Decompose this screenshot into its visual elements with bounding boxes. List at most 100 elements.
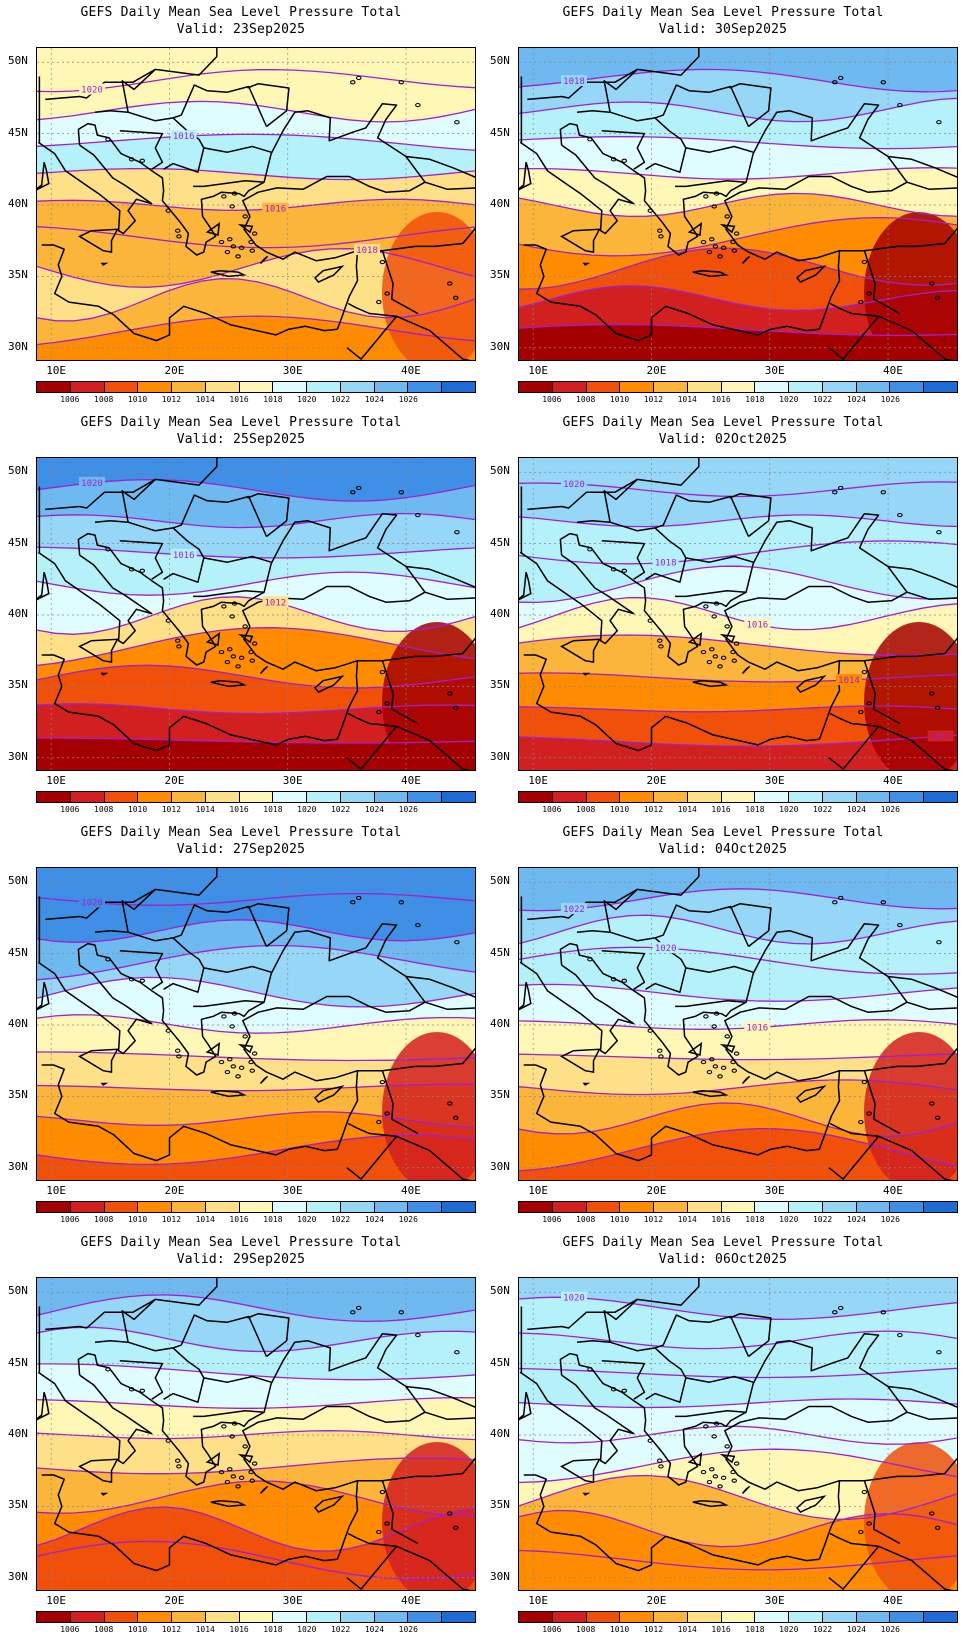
small-island — [712, 244, 719, 249]
colorbar-label: 1012 — [161, 395, 182, 404]
small-island — [700, 239, 707, 245]
coastline — [77, 102, 426, 330]
coastline — [675, 1409, 747, 1418]
small-island — [621, 158, 628, 163]
colorbar-swatch — [620, 1612, 655, 1622]
isobar-line — [519, 323, 957, 337]
map-svg: 1020 1016 1016 1018 — [37, 48, 475, 360]
small-island — [610, 977, 617, 982]
coastline — [527, 68, 638, 101]
pressure-band — [519, 1510, 957, 1570]
colorbar-label: 1018 — [745, 395, 765, 404]
small-island — [229, 614, 235, 619]
small-island — [706, 249, 713, 255]
small-island — [880, 490, 887, 495]
coastline — [829, 712, 879, 728]
coastline — [645, 1347, 687, 1403]
coastline — [685, 555, 754, 563]
contour-label: 1020 — [81, 479, 103, 489]
isobar-line — [37, 1326, 475, 1353]
small-island — [610, 1387, 617, 1392]
colorbar-swatch — [687, 1612, 722, 1622]
small-island — [230, 654, 237, 659]
lat-tick-label: 35N — [490, 268, 510, 282]
small-island — [238, 1065, 245, 1070]
contour-label-bg — [561, 1291, 587, 1303]
lon-tick-label: 30E — [764, 1184, 785, 1197]
small-island — [712, 654, 719, 659]
lat-tick-label: 40N — [490, 197, 510, 210]
colorbar-swatch — [442, 1202, 475, 1212]
coastline — [527, 478, 638, 511]
colorbar-label: 1010 — [127, 1625, 148, 1634]
colorbar-label: 1010 — [127, 395, 148, 404]
coastline — [381, 660, 419, 725]
small-island — [897, 512, 903, 518]
pressure-band — [37, 738, 475, 770]
small-island — [221, 1424, 227, 1429]
colorbar-swatch — [890, 792, 925, 802]
contour-label: 1020 — [655, 944, 677, 954]
pressure-band — [519, 515, 957, 564]
colorbar — [36, 381, 476, 393]
small-island — [733, 1051, 740, 1056]
island-outline — [687, 222, 703, 236]
small-island — [934, 1115, 941, 1120]
small-island — [224, 249, 231, 255]
colorbar-swatch — [37, 792, 71, 802]
isobar-line — [519, 167, 957, 180]
colorbar-swatch — [408, 382, 443, 392]
lon-tick-label: 20E — [164, 1184, 185, 1197]
colorbar-swatch — [172, 1612, 206, 1622]
colorbar — [518, 1611, 958, 1623]
colorbar — [518, 381, 958, 393]
colorbar-label: 1026 — [880, 1625, 900, 1634]
low-pressure-core — [382, 1442, 475, 1590]
pressure-band — [37, 513, 475, 558]
isobar-line — [37, 1014, 475, 1034]
small-island — [730, 649, 736, 655]
small-island — [105, 547, 111, 552]
small-island — [224, 659, 231, 665]
colorbar — [36, 1201, 476, 1213]
isobar-line — [519, 888, 957, 912]
lon-tick-label: 10E — [46, 774, 67, 787]
colorbar-swatch — [138, 1612, 173, 1622]
small-island — [713, 191, 720, 196]
coastline — [347, 1532, 397, 1548]
lat-tick-label: 50N — [490, 464, 510, 478]
colorbar-swatch — [620, 792, 655, 802]
coastline — [381, 1070, 419, 1135]
colorbar-swatch — [70, 792, 105, 802]
coastline — [906, 181, 957, 191]
small-island — [712, 1474, 719, 1479]
isobar-line — [519, 983, 957, 1002]
small-island — [249, 248, 256, 253]
small-island — [218, 1469, 225, 1475]
small-island — [720, 655, 727, 660]
pressure-band — [37, 316, 475, 360]
coastline — [357, 1457, 475, 1482]
lat-tick-label: 50N — [490, 1284, 510, 1298]
small-island — [415, 512, 421, 518]
colorbar-label: 1018 — [745, 1625, 765, 1634]
isobar-line — [37, 1051, 475, 1062]
island-outline — [795, 675, 827, 694]
coastline — [346, 1135, 471, 1180]
contour-label-bg — [744, 618, 771, 630]
island-outline — [692, 1089, 729, 1098]
small-island — [175, 228, 181, 233]
coastline — [601, 950, 646, 990]
map-panel: GEFS Daily Mean Sea Level Pressure Total… — [0, 1230, 482, 1640]
small-island — [128, 1387, 135, 1392]
small-island — [709, 1467, 715, 1472]
colorbar-label: 1016 — [711, 395, 731, 404]
colorbar-swatch — [789, 1612, 823, 1622]
island-outline — [37, 571, 50, 601]
pressure-band — [37, 479, 475, 528]
colorbar-label: 1006 — [542, 1215, 562, 1224]
lon-tick-label: 30E — [282, 1594, 303, 1607]
small-island — [717, 664, 723, 669]
colorbar-swatch — [374, 1612, 409, 1622]
isobar-line — [519, 1102, 957, 1138]
